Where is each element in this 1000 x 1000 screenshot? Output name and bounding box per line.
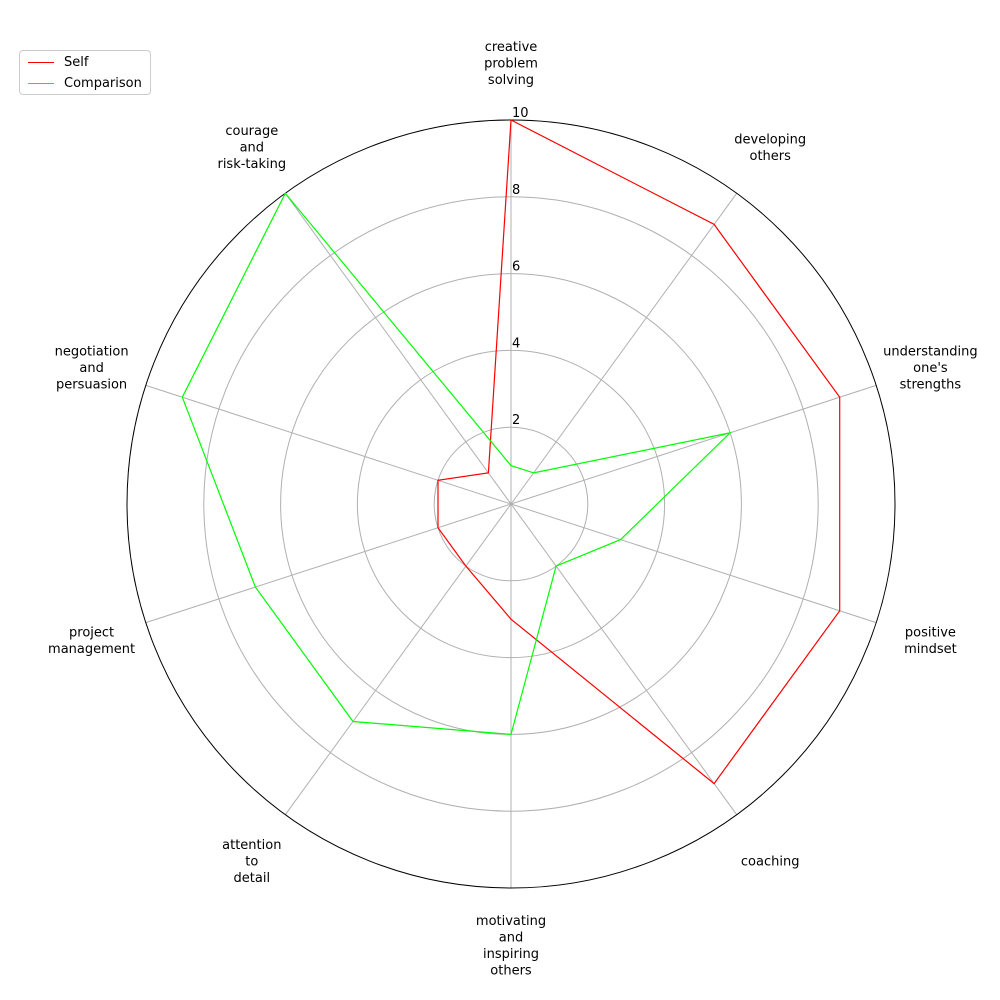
- radial-tick-label-4: 4: [512, 336, 520, 351]
- radial-tick-label-8: 8: [512, 183, 520, 198]
- legend-item-comparison: Comparison: [28, 73, 142, 93]
- legend-label-comparison: Comparison: [64, 75, 142, 91]
- spoke-1: [510, 193, 738, 505]
- spoke-7: [145, 503, 512, 624]
- axis-label-6: attention to detail: [222, 838, 281, 886]
- legend-label-self: Self: [64, 54, 89, 70]
- axis-label-7: project management: [48, 626, 135, 658]
- axis-label-0: creative problem solving: [484, 40, 538, 88]
- radial-tick-label-2: 2: [512, 413, 520, 428]
- series-line-comparison: [181, 192, 732, 736]
- spoke-4: [510, 503, 738, 815]
- legend-swatch-self: [28, 61, 54, 63]
- legend: Self Comparison: [19, 50, 151, 95]
- axis-label-1: developing others: [734, 133, 806, 165]
- legend-swatch-comparison: [28, 82, 54, 84]
- series-line-self: [437, 119, 841, 785]
- axis-label-5: motivating and inspiring others: [476, 914, 546, 979]
- spoke-2: [510, 384, 877, 505]
- axis-label-8: negotiation and persuasion: [55, 345, 129, 393]
- spoke-3: [510, 503, 877, 624]
- radial-tick-label-6: 6: [512, 260, 520, 275]
- axis-label-3: positive mindset: [904, 626, 957, 658]
- radial-tick-label-10: 10: [512, 106, 529, 121]
- legend-item-self: Self: [28, 52, 88, 72]
- axis-label-2: understanding one's strengths: [883, 345, 978, 393]
- axis-label-4: coaching: [741, 854, 800, 869]
- spoke-8: [145, 384, 512, 505]
- spoke-6: [284, 503, 512, 815]
- axis-label-9: courage and risk-taking: [217, 124, 286, 172]
- spoke-9: [284, 193, 512, 505]
